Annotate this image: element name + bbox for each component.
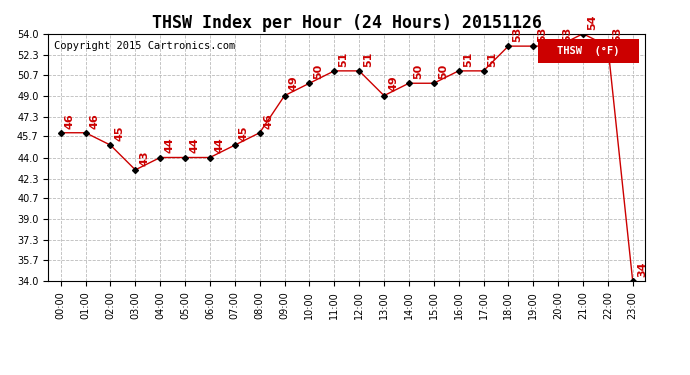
Title: THSW Index per Hour (24 Hours) 20151126: THSW Index per Hour (24 Hours) 20151126 — [152, 14, 542, 32]
Text: 50: 50 — [438, 64, 448, 79]
Text: 53: 53 — [612, 27, 622, 42]
Text: 51: 51 — [488, 51, 497, 67]
Text: 53: 53 — [562, 27, 572, 42]
Text: 53: 53 — [513, 27, 522, 42]
Text: 54: 54 — [587, 14, 597, 30]
Text: 45: 45 — [239, 126, 249, 141]
Text: 45: 45 — [115, 126, 125, 141]
Text: 46: 46 — [65, 113, 75, 129]
Text: 44: 44 — [189, 138, 199, 153]
Text: 44: 44 — [164, 138, 175, 153]
Text: 34: 34 — [637, 262, 647, 277]
Text: 46: 46 — [90, 113, 100, 129]
Text: 49: 49 — [388, 76, 398, 92]
Text: 51: 51 — [339, 51, 348, 67]
Text: 50: 50 — [313, 64, 324, 79]
Text: 51: 51 — [463, 51, 473, 67]
Text: 49: 49 — [288, 76, 299, 92]
Text: 43: 43 — [139, 150, 150, 166]
Text: 53: 53 — [538, 27, 547, 42]
Text: 44: 44 — [214, 138, 224, 153]
Text: Copyright 2015 Cartronics.com: Copyright 2015 Cartronics.com — [55, 41, 235, 51]
Text: 50: 50 — [413, 64, 423, 79]
Text: 46: 46 — [264, 113, 274, 129]
Text: 51: 51 — [364, 51, 373, 67]
